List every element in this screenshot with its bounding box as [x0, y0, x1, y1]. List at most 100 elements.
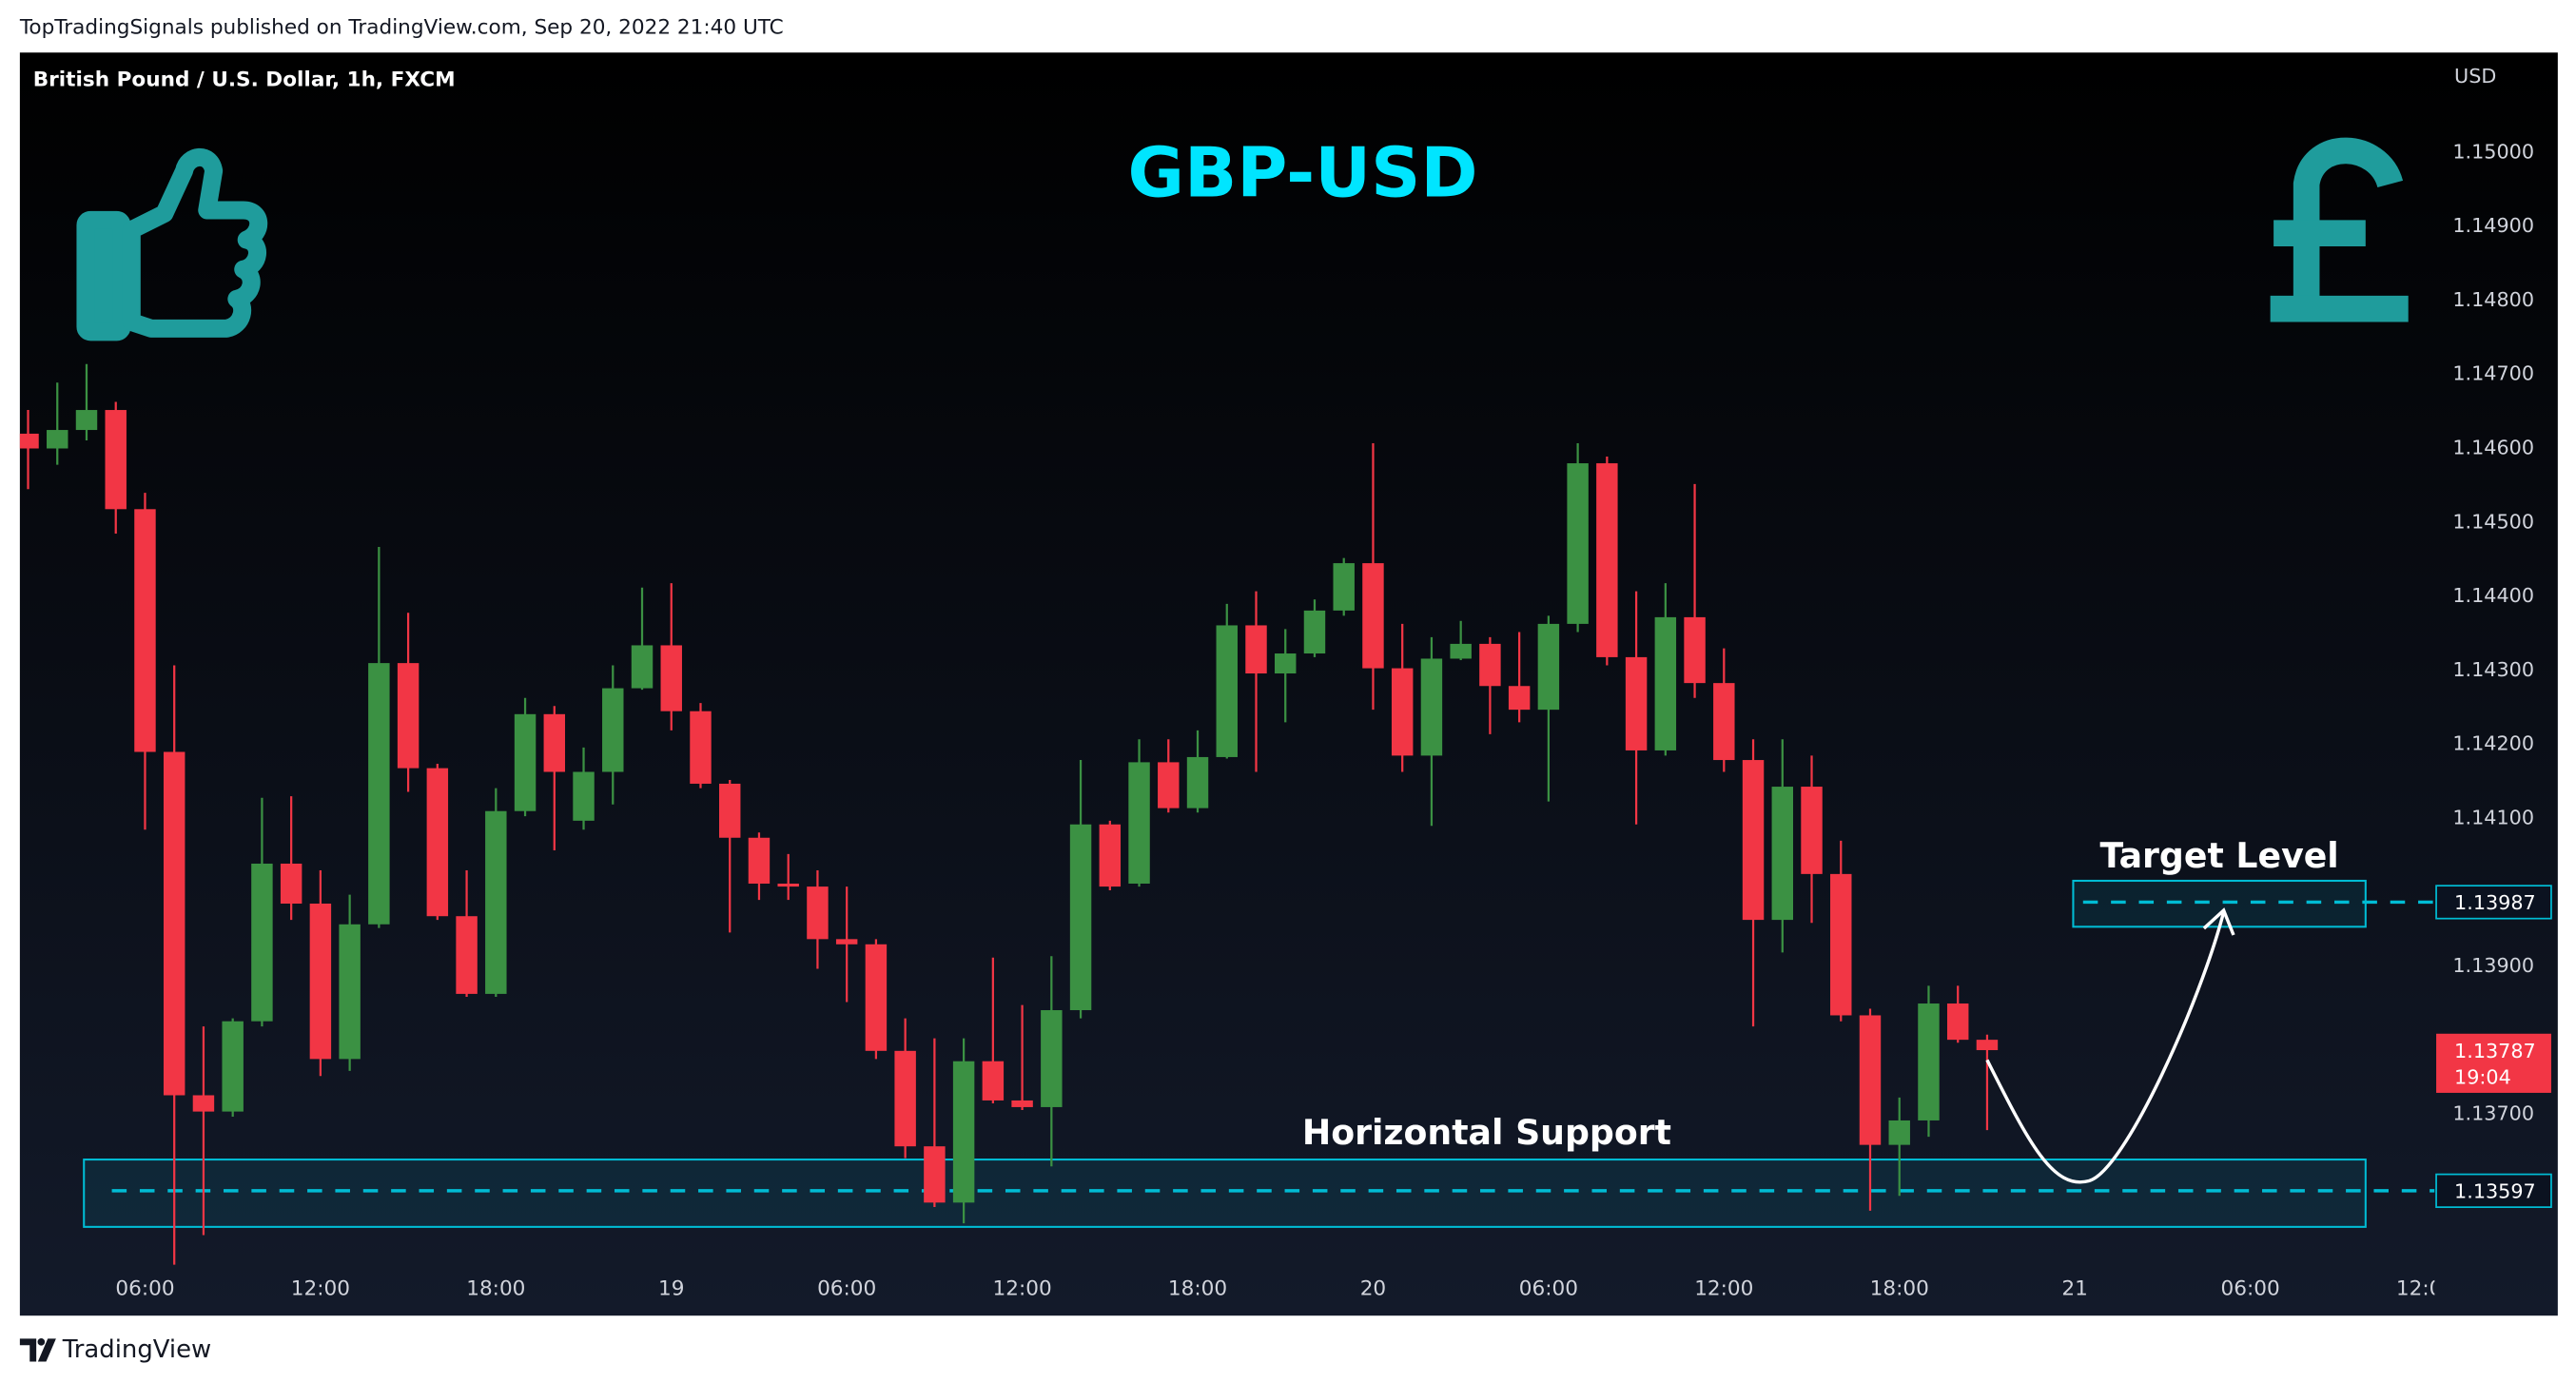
- candle-body: [1830, 873, 1852, 1016]
- candle-body: [368, 663, 390, 925]
- candle-body: [426, 768, 449, 917]
- level-price-box: [2435, 1173, 2552, 1208]
- candle-body: [105, 410, 127, 510]
- chart-title: GBP-USD: [1128, 134, 1478, 214]
- candle-body: [1801, 787, 1823, 874]
- candle-body: [835, 939, 858, 945]
- x-tick-label: 18:00: [466, 1277, 525, 1301]
- x-tick-label: 06:00: [1519, 1277, 1578, 1301]
- thumbs-up-icon: [76, 147, 268, 341]
- candle-body: [718, 783, 741, 838]
- x-tick-label: 20: [1360, 1277, 1386, 1301]
- candle-body: [1420, 658, 1443, 756]
- x-tick-label: 06:00: [115, 1277, 174, 1301]
- candle-body: [1684, 616, 1706, 684]
- candle-body: [924, 1146, 946, 1203]
- candle-body: [1713, 683, 1735, 761]
- y-tick-label: 1.14800: [2452, 288, 2534, 311]
- candle-body: [1245, 625, 1267, 674]
- level-price-box: [2435, 885, 2552, 920]
- candle-body: [222, 1021, 244, 1112]
- candle-body: [1625, 656, 1648, 750]
- y-tick-label: 1.14400: [2452, 584, 2534, 607]
- candle-body: [1391, 668, 1414, 756]
- publish-header: TopTradingSignals published on TradingVi…: [19, 15, 784, 39]
- y-tick-label: 1.14600: [2452, 437, 2534, 459]
- candle-body: [807, 886, 829, 940]
- countdown-label: 19:04: [2454, 1065, 2511, 1088]
- candle-body: [1011, 1100, 1033, 1107]
- x-tick-label: 12:00: [993, 1277, 1052, 1301]
- x-tick-label: 19: [658, 1277, 684, 1301]
- candle-body: [1041, 1010, 1063, 1107]
- candle-body: [134, 509, 156, 752]
- currency-label: USD: [2454, 65, 2496, 88]
- y-tick-label: 1.14200: [2452, 732, 2534, 755]
- candle-body: [1771, 787, 1794, 921]
- candle-body: [1099, 824, 1122, 887]
- candle-body: [865, 944, 888, 1051]
- level-price-label: 1.13987: [2454, 891, 2536, 914]
- overlay: 1.15000 1.14900 1.14800 1.14700 1.14600 1.145…: [1302, 140, 2552, 1208]
- candle-body: [19, 433, 39, 449]
- symbol-label: British Pound / U.S. Dollar, 1h, FXCM: [33, 68, 456, 92]
- candle-body: [1537, 623, 1560, 711]
- candle-body: [631, 645, 654, 689]
- candle-body: [1946, 1003, 1969, 1041]
- candle-body: [1216, 625, 1238, 757]
- candle-body: [777, 883, 799, 887]
- candle-body: [309, 903, 332, 1060]
- candle-body: [1275, 653, 1297, 674]
- candle-body: [690, 711, 712, 784]
- tradingview-logo: [19, 1338, 56, 1362]
- projection-arrow: [1985, 911, 2226, 1184]
- candle-body: [1888, 1120, 1910, 1145]
- x-tick-label: 18:00: [1870, 1277, 1929, 1301]
- candle-body: [982, 1061, 1005, 1101]
- y-tick-label: 1.15000: [2452, 140, 2534, 163]
- candle-body: [192, 1095, 215, 1112]
- candle-body: [280, 863, 302, 904]
- pound-icon: [2270, 137, 2409, 322]
- x-tick-label: 12:00: [2396, 1277, 2455, 1301]
- levels: [83, 879, 2435, 1228]
- x-tick-label: 18:00: [1168, 1277, 1227, 1301]
- candle-body: [339, 924, 361, 1060]
- y-tick-label: 1.14900: [2452, 214, 2534, 237]
- candle-body: [1303, 610, 1326, 654]
- candle-body: [1450, 643, 1472, 659]
- candle-body: [602, 688, 624, 772]
- footer-brand: TradingView: [62, 1335, 211, 1364]
- candle-body: [1654, 616, 1677, 750]
- candle-body: [1333, 563, 1355, 611]
- y-tick-label: 1.13700: [2452, 1102, 2534, 1125]
- y-tick-label: 1.14100: [2452, 807, 2534, 829]
- candle-body: [1859, 1015, 1882, 1145]
- y-tick-label: 1.14700: [2452, 362, 2534, 385]
- x-tick-label: 12:00: [291, 1277, 350, 1301]
- candle-body: [1158, 762, 1180, 808]
- y-tick-label: 1.14300: [2452, 658, 2534, 681]
- x-tick-label: 21: [2061, 1277, 2087, 1301]
- candle-body: [1069, 824, 1092, 1011]
- candle-body: [1742, 760, 1765, 921]
- candle-body: [485, 810, 507, 994]
- candle-body: [748, 837, 771, 884]
- candle-body: [543, 713, 566, 772]
- level-annotation: Target Level: [2100, 835, 2339, 876]
- candle-body: [952, 1061, 975, 1203]
- y-tick-label: 1.13900: [2452, 954, 2534, 977]
- current-price-box: [2436, 1033, 2551, 1093]
- candle-body: [1128, 762, 1150, 884]
- projection-arrowhead: [2202, 907, 2235, 936]
- candle-body: [456, 916, 478, 994]
- level-zone: [83, 1159, 2367, 1228]
- x-tick-label: 12:00: [1694, 1277, 1753, 1301]
- x-tick-label: 06:00: [2220, 1277, 2279, 1301]
- candle-body: [573, 771, 595, 821]
- x-tick-label: 06:00: [817, 1277, 876, 1301]
- level-price-label: 1.13597: [2454, 1180, 2536, 1203]
- candle-body: [251, 863, 273, 1022]
- chart-panel: [19, 52, 2558, 1316]
